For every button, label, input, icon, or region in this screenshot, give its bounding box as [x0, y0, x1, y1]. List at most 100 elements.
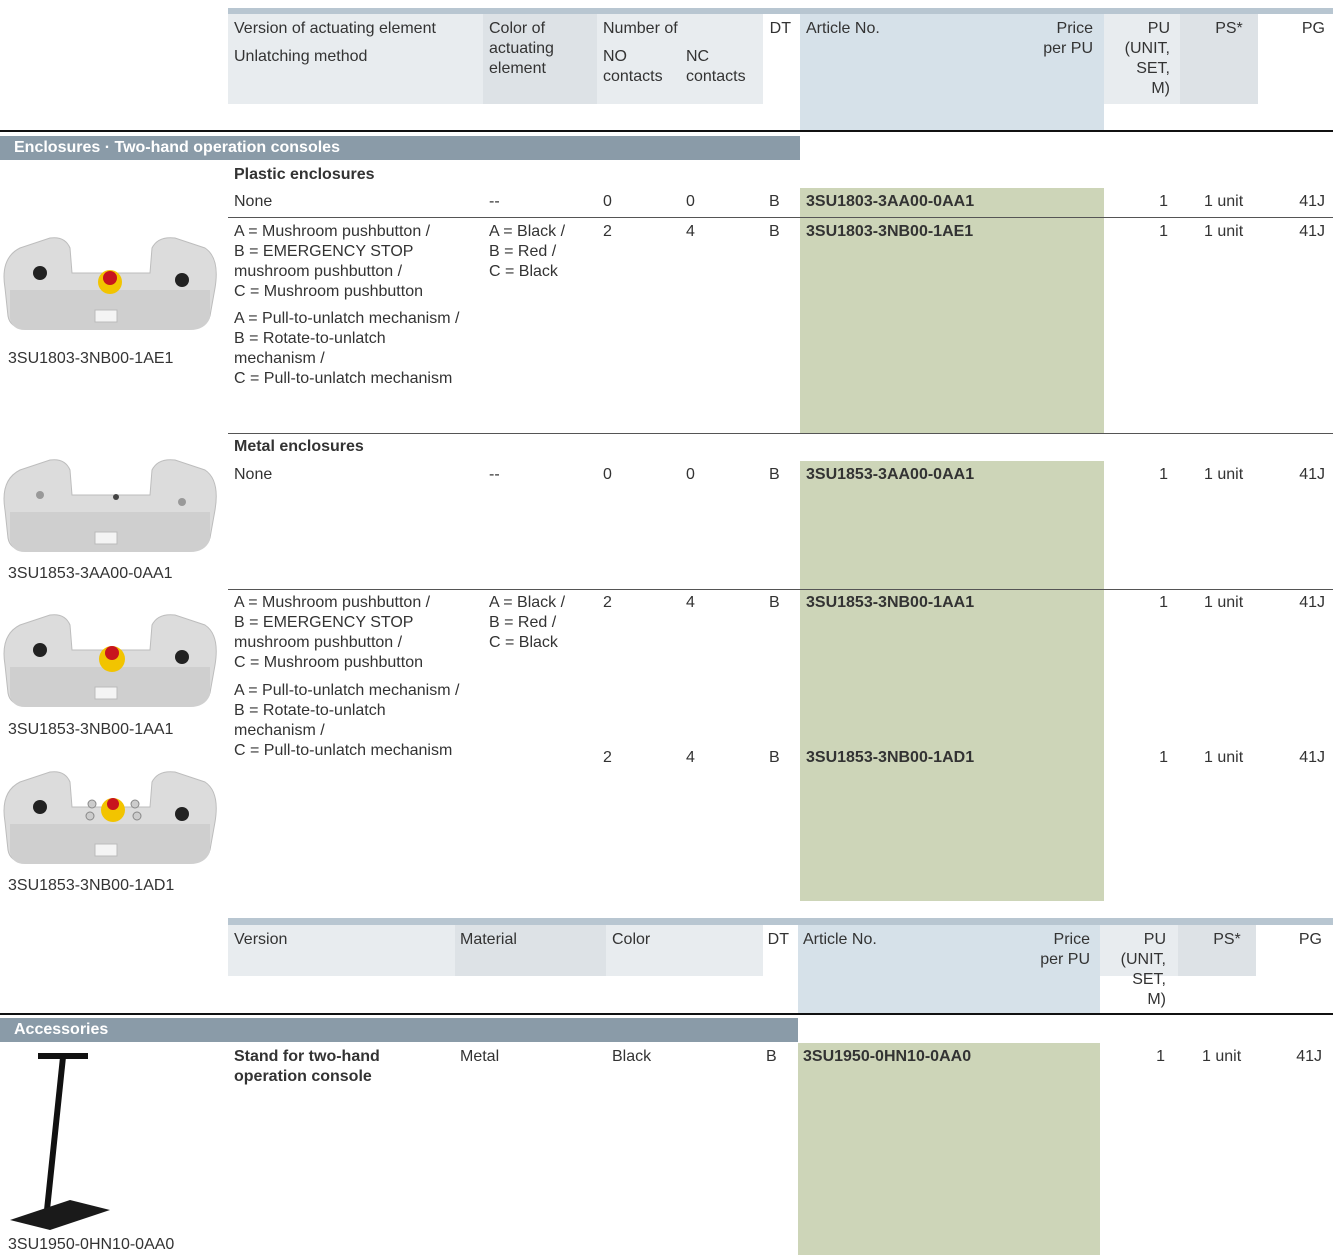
cell: 2: [603, 594, 612, 611]
header-cell: [1104, 14, 1180, 104]
cell: 0: [603, 193, 612, 210]
line: B = Red /: [489, 243, 557, 260]
line: A = Pull-to-unlatch mechanism /: [234, 310, 460, 327]
line: A = Black /: [489, 223, 566, 240]
cell: 41J: [1296, 1048, 1322, 1065]
header-text: DT: [767, 931, 789, 948]
article-no: 3SU1950-0HN10-0AA0: [803, 1048, 972, 1065]
line: C = Black: [489, 263, 558, 280]
line: C = Mushroom pushbutton: [234, 283, 423, 300]
article-no: 3SU1803-3NB00-1AE1: [806, 223, 974, 240]
cell: 0: [603, 466, 612, 483]
header-cell: [228, 14, 483, 104]
article-no: 3SU1853-3AA00-0AA1: [806, 466, 975, 483]
cell: Metal: [460, 1048, 500, 1065]
cell-lines: A = Pull-to-unlatch mechanism / B = Rota…: [234, 309, 466, 389]
article-no: 3SU1803-3AA00-0AA1: [806, 193, 975, 210]
image-caption: 3SU1803-3NB00-1AE1: [8, 350, 174, 367]
cell: 1 unit: [1202, 1048, 1242, 1065]
header-text: PS*: [1215, 20, 1243, 37]
cell: 4: [686, 594, 695, 611]
line: C = Pull-to-unlatch mechanism: [234, 742, 453, 759]
line: A = Pull-to-unlatch mechanism /: [234, 682, 460, 699]
cell: 41J: [1299, 749, 1325, 766]
cell: None: [234, 466, 273, 483]
rule: [0, 130, 1333, 132]
cell: 4: [686, 749, 695, 766]
line: A = Mushroom pushbutton /: [234, 223, 431, 240]
cell: 41J: [1299, 223, 1325, 240]
row-rule: [228, 589, 1333, 590]
row-rule: [228, 433, 1333, 434]
header-cell: [800, 14, 1104, 131]
cell: B: [769, 594, 780, 611]
cell: None: [234, 193, 273, 210]
image-caption: 3SU1853-3AA00-0AA1: [8, 565, 173, 582]
cell: --: [489, 193, 500, 210]
cell: 0: [686, 466, 695, 483]
header-text: Article No.: [806, 20, 880, 37]
cell-lines: A = Black / B = Red / C = Black: [489, 593, 594, 653]
header-cell: [455, 925, 606, 976]
header-text: Version: [234, 931, 288, 948]
header-cell: [228, 925, 455, 976]
row-rule: [228, 217, 1333, 218]
header-bar: [228, 918, 1333, 925]
header-cell: [597, 14, 763, 104]
article-cell: [800, 188, 1104, 433]
cell: B: [769, 223, 780, 240]
rule: [0, 1013, 1333, 1015]
cell: 2: [603, 749, 612, 766]
cell: 41J: [1299, 466, 1325, 483]
group-title: Plastic enclosures: [234, 166, 375, 183]
group-title: Metal enclosures: [234, 438, 364, 455]
header-text: Color of actuating element: [489, 20, 554, 77]
header-cell: [1180, 14, 1258, 104]
cell: B: [766, 1048, 777, 1065]
cell: 0: [686, 193, 695, 210]
image-caption: 3SU1950-0HN10-0AA0: [8, 1236, 175, 1253]
header-text: PS*: [1213, 931, 1241, 948]
article-cell: [800, 461, 1104, 901]
header-cell: [798, 925, 1100, 1014]
header-text: DT: [769, 20, 791, 37]
header-text: PU (UNIT, SET, M): [1124, 20, 1170, 97]
header-cell: [1100, 925, 1178, 976]
section-title: Accessories: [0, 1018, 798, 1042]
cell: Black: [612, 1048, 652, 1065]
header-bar: [228, 8, 1333, 14]
product-image: [3, 614, 217, 708]
cell: 41J: [1299, 193, 1325, 210]
header-text: Color: [612, 931, 651, 948]
header-text: NC contacts: [686, 48, 746, 85]
header-text: NO contacts: [603, 48, 663, 85]
cell: Stand for two-hand operation console: [234, 1048, 380, 1085]
cell: 1 unit: [1204, 193, 1244, 210]
cell: 1 unit: [1204, 594, 1244, 611]
header-text: Price per PU: [1043, 20, 1093, 57]
line: B = EMERGENCY STOP mushroom pushbutton /: [234, 614, 414, 651]
cell: 41J: [1299, 594, 1325, 611]
header-cell: [1178, 925, 1256, 976]
line: A = Mushroom pushbutton /: [234, 594, 431, 611]
product-image: [3, 771, 217, 865]
header-text: Unlatching method: [234, 48, 368, 65]
line: A = Black /: [489, 594, 566, 611]
header-text: Article No.: [803, 931, 877, 948]
cell: 1 unit: [1204, 749, 1244, 766]
header-text: PU (UNIT, SET, M): [1120, 931, 1166, 1008]
article-no: 3SU1853-3NB00-1AD1: [806, 749, 975, 766]
cell: 1: [1159, 594, 1168, 611]
image-caption: 3SU1853-3NB00-1AD1: [8, 877, 175, 894]
cell: 1: [1159, 193, 1168, 210]
cell: 1: [1159, 466, 1168, 483]
line: C = Black: [489, 634, 558, 651]
header-text: Number of: [603, 20, 678, 37]
header-text: PG: [1301, 20, 1325, 37]
header-text: Price per PU: [1040, 931, 1090, 968]
line: B = Red /: [489, 614, 557, 631]
header-text: Version of actuating element: [234, 20, 436, 37]
article-no: 3SU1853-3NB00-1AA1: [806, 594, 975, 611]
cell: 1: [1159, 749, 1168, 766]
